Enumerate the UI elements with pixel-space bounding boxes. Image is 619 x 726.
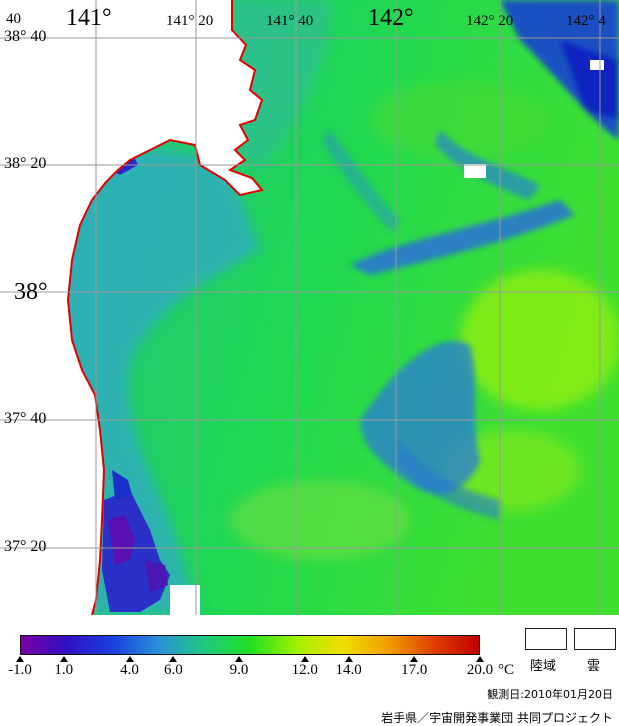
lon-label-141-40: 141° 40 <box>266 13 314 29</box>
land-label: 陸域 <box>530 659 557 674</box>
lon-label-142-40: 142° 4 <box>566 13 606 29</box>
tick-mark <box>476 656 484 662</box>
cold-filaments <box>322 0 619 520</box>
lon-label-141: 141° <box>66 5 112 31</box>
tick-mark <box>59 656 68 662</box>
tick-label: 14.0 <box>335 662 362 678</box>
lat-label-38-40: 38° 40 <box>4 28 47 45</box>
unit-label: °C <box>498 662 515 678</box>
lon-label-142-20: 142° 20 <box>466 13 514 29</box>
tick-label: -1.0 <box>8 662 32 678</box>
tick-label: 4.0 <box>120 662 139 678</box>
lat-label-37-20: 37° 20 <box>4 538 47 555</box>
sst-map <box>0 0 619 615</box>
lon-label-141-20: 141° 20 <box>166 13 214 29</box>
tick-mark <box>235 656 244 662</box>
land-swatch <box>525 628 567 650</box>
tick-mark <box>300 656 309 662</box>
tick-mark <box>410 656 419 662</box>
coastline <box>66 0 264 615</box>
legend: -1.0 1.0 4.0 6.0 9.0 12.0 14.0 17.0 20.0 °C 陸域 雲… <box>0 615 619 725</box>
tick-label: 17.0 <box>401 662 428 678</box>
tick-mark <box>344 656 353 662</box>
land-area <box>0 0 604 615</box>
tick-label: 12.0 <box>291 662 318 678</box>
cloud-swatch <box>574 628 616 650</box>
temperature-colorbar <box>20 635 480 655</box>
tick-label: 20.0 <box>466 662 494 678</box>
tick-mark <box>125 656 134 662</box>
tick-mark <box>16 656 24 662</box>
credit-line: 岩手県／宇宙開発事業団 共同プロジェクト <box>381 711 613 725</box>
tick-label: 9.0 <box>229 662 249 678</box>
cloud-label: 雲 <box>587 659 601 674</box>
lat-label-37-40: 37° 40 <box>4 410 47 427</box>
corner-label: 40 <box>6 11 21 27</box>
tick-label: 6.0 <box>163 662 183 678</box>
graticule <box>0 0 619 615</box>
tick-mark <box>169 656 178 662</box>
tick-label: 1.0 <box>54 662 74 678</box>
observation-date: 観測日:2010年01月20日 <box>487 688 613 701</box>
lat-label-38: 38° <box>14 279 48 305</box>
lat-label-38-20: 38° 20 <box>4 155 47 172</box>
lon-label-142: 142° <box>368 5 414 31</box>
